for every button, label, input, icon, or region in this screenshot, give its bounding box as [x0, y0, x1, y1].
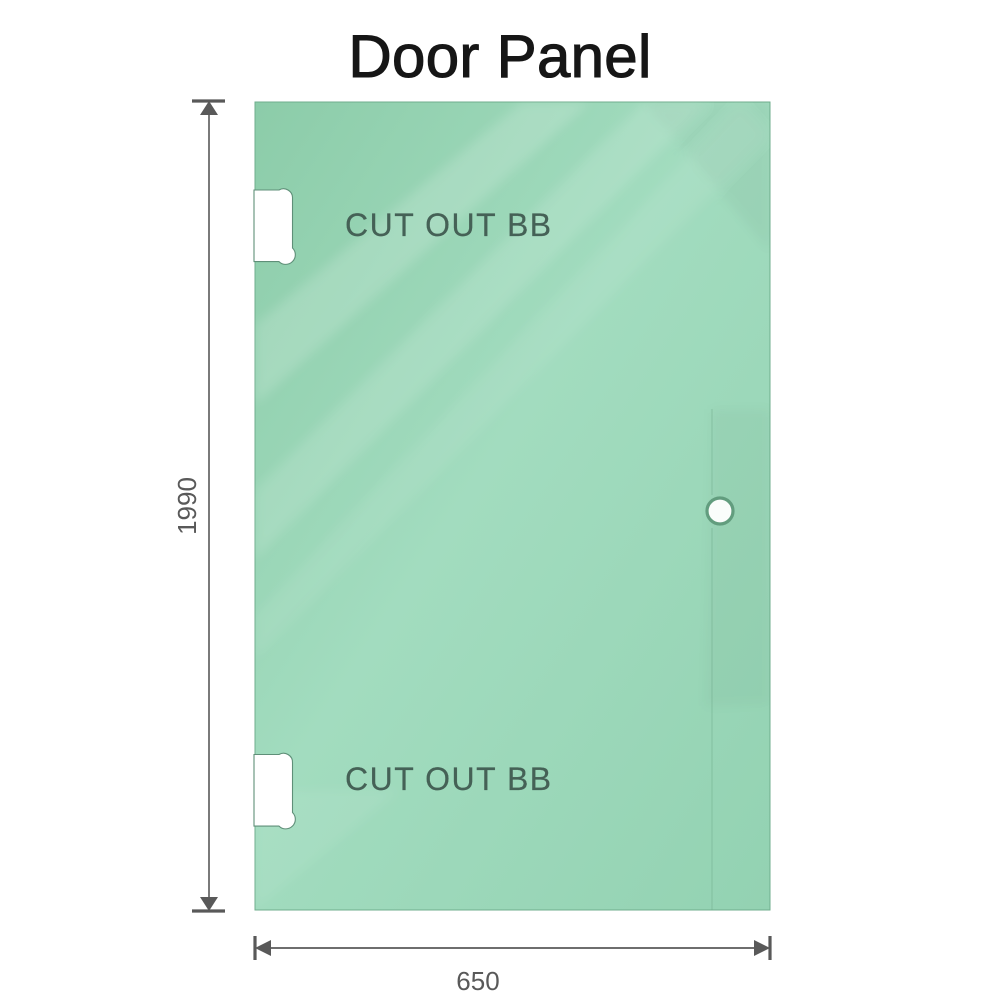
svg-text:CUT OUT BB: CUT OUT BB — [345, 207, 553, 243]
svg-text:1990: 1990 — [172, 477, 202, 535]
svg-text:CUT OUT BB: CUT OUT BB — [345, 761, 553, 797]
svg-text:650: 650 — [456, 966, 499, 996]
